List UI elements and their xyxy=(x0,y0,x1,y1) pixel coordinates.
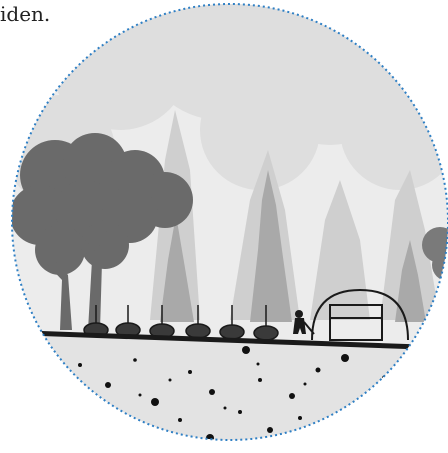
soil xyxy=(12,332,448,440)
caption-text: iden. xyxy=(0,2,51,26)
dark-tree-left xyxy=(12,133,193,330)
dark-tree-right xyxy=(422,227,448,281)
ground-line xyxy=(12,329,448,351)
greenhouse xyxy=(311,288,409,341)
circle-border xyxy=(11,3,448,441)
mid-trees xyxy=(160,170,426,322)
gardener-figure xyxy=(293,310,315,335)
